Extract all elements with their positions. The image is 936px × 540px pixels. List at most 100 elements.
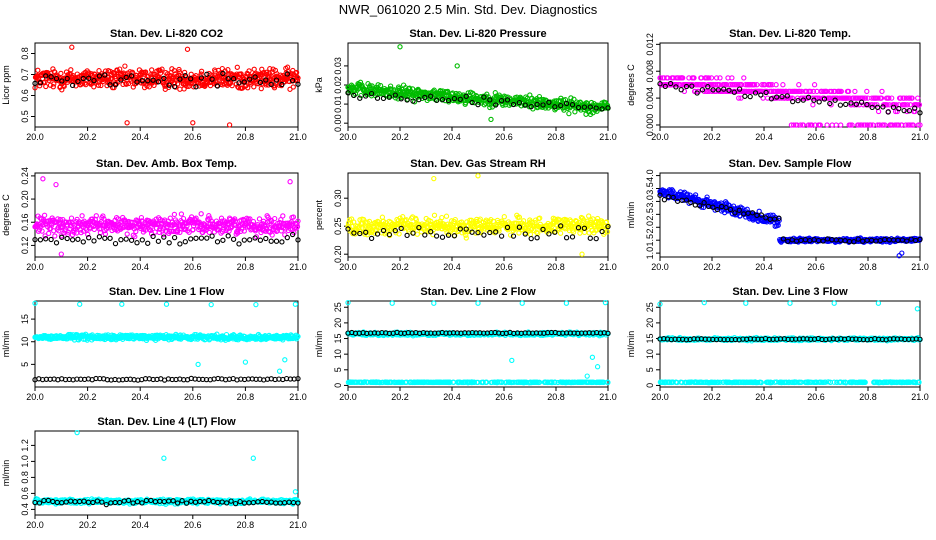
data-point [295, 81, 301, 87]
data-point [69, 82, 76, 89]
data-point [736, 86, 743, 92]
data-point [789, 95, 796, 101]
y-tick-label: 0.25 [333, 217, 343, 235]
data-point [431, 175, 437, 182]
data-point [86, 75, 92, 81]
data-point [186, 229, 192, 235]
x-tick-label: 20.0 [339, 132, 357, 142]
chart-panel-4: Stan. Dev. Amb. Box Temp.degrees C20.0 20… [1, 158, 307, 272]
data-point [869, 104, 875, 111]
data-point [263, 82, 269, 88]
data-point [53, 240, 60, 246]
x-tick-label: 20.2 [79, 392, 97, 402]
data-point [43, 83, 49, 90]
data-point [569, 234, 576, 240]
data-point [380, 95, 387, 102]
data-point [563, 100, 570, 107]
x-tick-label: 20.0 [651, 262, 669, 272]
data-point [39, 228, 45, 234]
data-point [575, 104, 582, 111]
data-point [236, 241, 242, 247]
x-tick-label: 20.6 [184, 392, 202, 402]
data-point [77, 301, 83, 307]
data-point [874, 122, 881, 128]
data-point [367, 83, 373, 89]
data-point [848, 100, 854, 106]
data-point [292, 301, 299, 307]
data-point [726, 87, 732, 93]
data-point [797, 122, 804, 128]
data-point [793, 88, 800, 95]
data-point [741, 75, 747, 81]
y-tick-label: 0.16 [20, 213, 30, 231]
data-point [230, 236, 237, 242]
data-point [759, 82, 765, 88]
y-tick-label: 0.000 [645, 114, 655, 137]
data-point [604, 102, 611, 109]
data-point [731, 89, 737, 95]
data-point [892, 108, 899, 115]
data-point [752, 90, 759, 96]
data-point [374, 95, 381, 101]
data-point [375, 82, 381, 88]
x-tick-label: 20.2 [79, 262, 97, 272]
data-point [166, 240, 172, 246]
x-tick-label: 20.8 [237, 392, 255, 402]
x-tick-label: 21.0 [289, 132, 307, 142]
x-tick-label: 20.2 [79, 132, 97, 142]
data-point [149, 67, 155, 73]
data-point [504, 97, 511, 103]
data-point [710, 87, 716, 93]
data-point [100, 213, 106, 219]
data-point [747, 93, 753, 100]
data-point [579, 251, 585, 257]
data-point [797, 88, 803, 95]
data-point [767, 82, 774, 88]
data-point [683, 83, 690, 90]
data-point [57, 216, 63, 223]
data-point [120, 81, 126, 88]
data-point [234, 64, 240, 70]
data-point [177, 76, 183, 82]
data-point [246, 68, 252, 74]
data-point [779, 93, 785, 100]
series-all-samples [32, 176, 301, 257]
data-point [552, 104, 558, 110]
plot-frame [34, 300, 299, 388]
chart-title: Stan. Dev. Gas Stream RH [410, 158, 546, 170]
x-tick-label: 20.8 [859, 132, 877, 142]
data-point [892, 122, 898, 128]
data-point [463, 93, 469, 99]
y-tick-label: 5 [333, 367, 343, 372]
data-point [805, 94, 812, 100]
data-point [208, 301, 214, 308]
y-tick-label: 15 [20, 314, 30, 324]
data-point [80, 75, 86, 82]
data-point [838, 88, 844, 95]
data-point [263, 69, 270, 75]
data-point [510, 101, 517, 108]
x-tick-label: 20.6 [807, 132, 825, 142]
data-point [439, 234, 446, 240]
data-point [209, 233, 215, 239]
y-tick-label: 0.02 [333, 76, 343, 94]
data-point [58, 251, 64, 257]
data-point [917, 110, 923, 116]
data-point [392, 92, 398, 98]
data-point [885, 109, 891, 115]
data-point [694, 90, 700, 96]
x-tick-label: 20.0 [651, 132, 669, 142]
data-point [178, 211, 185, 217]
data-point [54, 219, 60, 225]
data-point [198, 211, 204, 217]
data-point [546, 99, 552, 105]
y-axis-label: degrees C [1, 194, 11, 236]
chart-title: Stan. Dev. Sample Flow [729, 158, 852, 170]
y-axis-label: degrees C [626, 64, 636, 106]
data-point [265, 82, 272, 88]
data-point [487, 104, 493, 111]
x-tick-label: 20.2 [391, 392, 409, 402]
